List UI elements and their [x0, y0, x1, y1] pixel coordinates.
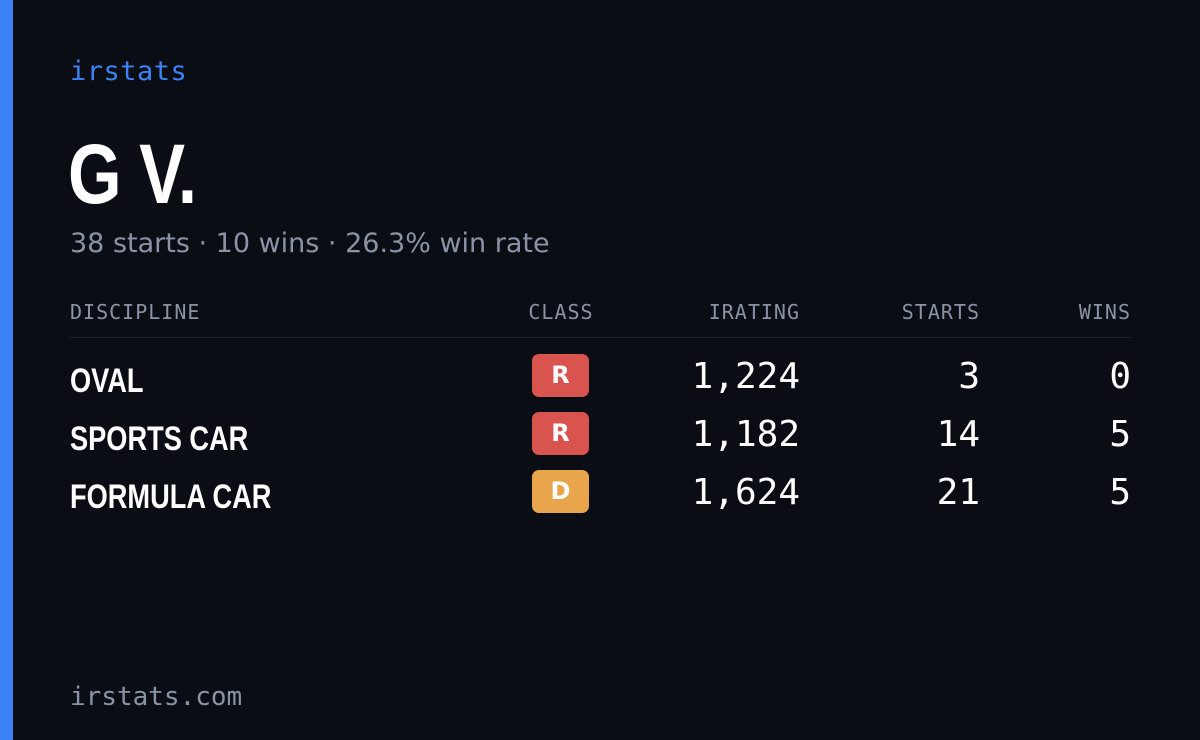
discipline-label: SPORTS CAR — [70, 420, 249, 458]
starts-value: 21 — [936, 472, 980, 513]
irating-value: 1,624 — [691, 472, 800, 513]
header-divider — [70, 337, 1131, 338]
table-row: FORMULA CAR D 1,624 21 5 — [70, 470, 1131, 516]
table-row: OVAL R 1,224 3 0 — [70, 354, 1131, 400]
wins-value: 5 — [1109, 414, 1131, 455]
wins-value: 5 — [1109, 472, 1131, 513]
header-irating: IRATING — [708, 300, 800, 324]
starts-value: 14 — [936, 414, 980, 455]
accent-bar — [0, 0, 13, 740]
table-header: DISCIPLINE CLASS IRATING STARTS WINS — [70, 300, 1131, 328]
header-wins: WINS — [1078, 300, 1131, 324]
class-badge: D — [532, 470, 589, 513]
brand-logo-text: irstats — [70, 56, 188, 87]
table-row: SPORTS CAR R 1,182 14 5 — [70, 412, 1131, 458]
irating-value: 1,224 — [691, 356, 800, 397]
driver-name: G V. — [68, 127, 197, 221]
starts-value: 3 — [958, 356, 980, 397]
driver-summary: 38 starts · 10 wins · 26.3% win rate — [70, 228, 550, 259]
header-class: CLASS — [528, 300, 594, 324]
header-starts: STARTS — [901, 300, 980, 324]
class-badge: R — [532, 412, 589, 455]
irating-value: 1,182 — [691, 414, 800, 455]
discipline-label: OVAL — [70, 362, 144, 400]
class-badge: R — [532, 354, 589, 397]
wins-value: 0 — [1109, 356, 1131, 397]
footer-url: irstats.com — [70, 682, 243, 712]
discipline-label: FORMULA CAR — [70, 478, 272, 516]
header-discipline: DISCIPLINE — [70, 300, 201, 324]
